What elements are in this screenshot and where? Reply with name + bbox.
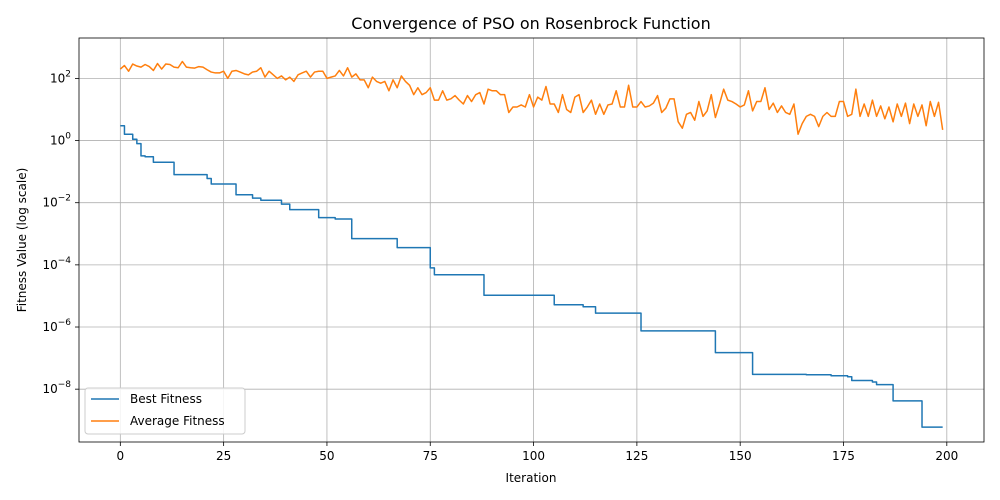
x-tick-label: 125 bbox=[625, 449, 648, 463]
y-tick-label-base: 10 bbox=[42, 196, 57, 210]
legend-label-average-fitness: Average Fitness bbox=[130, 414, 225, 428]
y-tick-label-exponent: −2 bbox=[58, 194, 71, 204]
x-axis: 0 25 50 75 100 125 150 175 200 bbox=[117, 442, 958, 463]
y-tick-label-exponent: 2 bbox=[65, 69, 71, 79]
y-tick-label: 10−2 bbox=[42, 194, 71, 210]
plot-frame bbox=[78, 37, 985, 443]
x-tick-label: 100 bbox=[522, 449, 545, 463]
y-tick-label-exponent: −4 bbox=[58, 256, 72, 266]
grid bbox=[79, 38, 984, 442]
x-tick-label: 175 bbox=[832, 449, 855, 463]
y-tick-label: 10−6 bbox=[42, 318, 71, 334]
y-tick-label-base: 10 bbox=[42, 320, 57, 334]
x-tick-label: 200 bbox=[935, 449, 958, 463]
y-tick-label-exponent: 0 bbox=[65, 132, 71, 142]
x-tick-label: 75 bbox=[423, 449, 438, 463]
y-tick-label-base: 10 bbox=[50, 71, 65, 85]
y-tick-label: 100 bbox=[50, 132, 71, 148]
legend-label-best-fitness: Best Fitness bbox=[130, 392, 202, 406]
series-line-average-fitness bbox=[119, 60, 944, 135]
y-tick-label-base: 10 bbox=[42, 258, 57, 272]
y-tick-label-exponent: −6 bbox=[58, 318, 72, 328]
x-tick-label: 150 bbox=[729, 449, 752, 463]
y-tick-label-base: 10 bbox=[42, 382, 57, 396]
series-line-best-fitness bbox=[120, 124, 943, 428]
plot-series bbox=[119, 60, 944, 428]
legend-box bbox=[84, 387, 246, 435]
chart-title: Convergence of PSO on Rosenbrock Functio… bbox=[351, 14, 710, 33]
y-tick-label-exponent: −8 bbox=[58, 380, 72, 390]
x-tick-label: 25 bbox=[216, 449, 231, 463]
y-tick-label: 10−8 bbox=[42, 380, 71, 396]
x-axis-label: Iteration bbox=[506, 471, 557, 485]
y-tick-label: 10−4 bbox=[42, 256, 71, 272]
legend: Best Fitness Average Fitness bbox=[84, 387, 246, 435]
y-tick-label-base: 10 bbox=[50, 134, 65, 148]
x-tick-label: 50 bbox=[319, 449, 334, 463]
y-tick-label: 102 bbox=[50, 69, 71, 85]
y-axis-label: Fitness Value (log scale) bbox=[15, 168, 29, 313]
x-tick-label: 0 bbox=[117, 449, 125, 463]
